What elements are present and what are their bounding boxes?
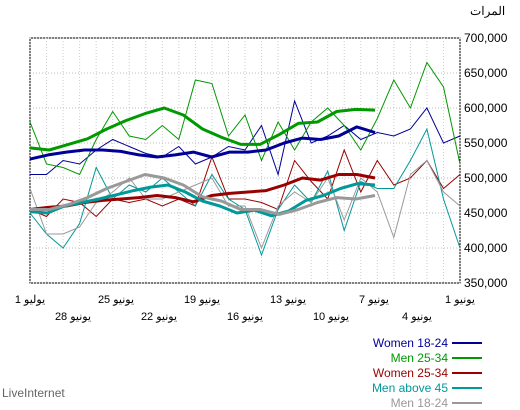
legend-label: Women 25-34 [372, 366, 448, 380]
legend-item: Men 25-34 [330, 351, 500, 365]
legend-swatch [452, 342, 482, 344]
series-trend-line [29, 106, 376, 152]
x-tick-label: 22 يونيو [141, 311, 177, 323]
legend-label: Women 18-24 [372, 336, 448, 350]
y-tick-label: 400,000 [464, 241, 508, 255]
legend-label: Men above 45 [371, 381, 448, 395]
x-tick-label: 25 يونيو [98, 294, 134, 306]
y-tick-label: 650,000 [464, 66, 508, 80]
legend-item: Women 25-34 [330, 366, 500, 380]
x-tick-label: 13 يونيو [270, 294, 306, 306]
x-tick-label: 1 يوليو [15, 294, 45, 306]
x-tick-label: 16 يونيو [227, 311, 263, 323]
legend-label: Men 18-24 [390, 396, 448, 410]
y-tick-label: 700,000 [464, 31, 508, 45]
series-line [30, 99, 461, 177]
legend-label: Men 25-34 [390, 351, 448, 365]
legend-swatch [452, 372, 482, 374]
series-trend-line [29, 182, 376, 218]
y-tick-label: 350,000 [464, 276, 508, 290]
legend-item: Men above 45 [330, 381, 500, 395]
y-tick-label: 500,000 [464, 171, 508, 185]
x-tick-label: 1 يونيو [445, 294, 475, 306]
legend-swatch [452, 402, 482, 404]
y-axis-label: المرات [470, 4, 506, 18]
y-tick-label: 450,000 [464, 206, 508, 220]
x-tick-label: 10 يونيو [313, 311, 349, 323]
series-line [29, 148, 461, 218]
x-tick-label: 7 يونيو [359, 294, 389, 306]
y-tick-label: 550,000 [464, 136, 508, 150]
x-tick-label: 28 يونيو [55, 311, 91, 323]
x-tick-label: 4 يونيو [402, 311, 432, 323]
series-trend-line [30, 173, 376, 216]
watermark: LiveInternet [2, 386, 65, 400]
y-tick-label: 600,000 [464, 101, 508, 115]
legend-item: Women 18-24 [330, 336, 500, 350]
x-tick-label: 19 يونيو [184, 294, 220, 306]
legend-swatch [452, 357, 482, 359]
series-trend-line [29, 125, 376, 161]
legend-swatch [452, 387, 482, 389]
legend-item: Men 18-24 [330, 396, 500, 410]
